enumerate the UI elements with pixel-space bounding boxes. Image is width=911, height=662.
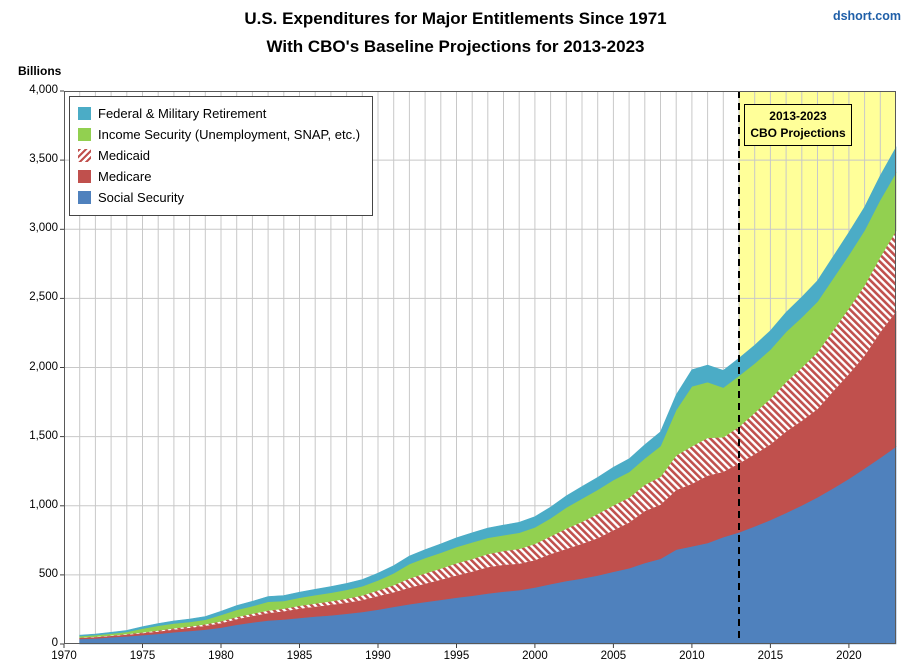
- x-tick-label: 2000: [522, 650, 548, 662]
- medicare-swatch: [78, 170, 91, 183]
- x-tick-label: 1985: [286, 650, 313, 662]
- cbo-projection-label-line2: CBO Projections: [750, 126, 846, 140]
- x-tick-label: 1980: [208, 650, 234, 662]
- y-tick-label: 4,000: [29, 84, 58, 96]
- legend-label: Social Security: [98, 190, 184, 205]
- x-tick-label: 2010: [679, 650, 705, 662]
- y-tick-label: 1,000: [29, 498, 58, 511]
- legend-label: Federal & Military Retirement: [98, 106, 267, 121]
- x-tick-label: 2005: [600, 650, 627, 662]
- y-axis-title: Billions: [18, 64, 62, 78]
- plot-border: [64, 91, 896, 644]
- legend-item-income-security-unemployment-snap-etc: Income Security (Unemployment, SNAP, etc…: [78, 124, 360, 145]
- x-tick-label: 1975: [129, 650, 156, 662]
- legend-label: Medicare: [98, 169, 152, 184]
- x-tick-label: 2015: [757, 650, 784, 662]
- income-security-unemployment-snap-etc-swatch: [78, 128, 91, 141]
- y-tick-label: 2,500: [29, 291, 58, 304]
- social-security-swatch: [78, 191, 91, 204]
- y-tick-label: 500: [38, 567, 58, 580]
- y-tick-label: 2,000: [29, 360, 58, 373]
- chart-title: U.S. Expenditures for Major Entitlements…: [244, 9, 667, 28]
- legend-label: Income Security (Unemployment, SNAP, etc…: [98, 127, 361, 142]
- legend-item-federal-military-retirement: Federal & Military Retirement: [78, 103, 360, 124]
- medicaid-swatch: [78, 149, 91, 162]
- y-tick-label: 1,500: [29, 429, 58, 442]
- x-tick-label: 1995: [443, 650, 470, 662]
- watermark-dshort: dshort.com: [832, 9, 901, 23]
- y-tick-label: 0: [51, 637, 58, 649]
- plot-area: [60, 90, 897, 648]
- area-medicaid: [79, 230, 896, 638]
- axis-ticks: [60, 90, 850, 648]
- cbo-projection-label: 2013-2023 CBO Projections: [744, 104, 852, 146]
- federal-military-retirement-swatch: [78, 107, 91, 120]
- y-tick-label: 3,000: [29, 222, 58, 235]
- legend-box: Federal & Military Retirement Income Secu…: [69, 96, 374, 216]
- legend-item-medicare: Medicare: [78, 166, 360, 187]
- x-tick-label: 1970: [51, 650, 77, 662]
- legend-item-medicaid: Medicaid: [78, 145, 360, 166]
- y-tick-label: 3,500: [29, 153, 58, 166]
- x-tick-label: 2020: [836, 650, 862, 662]
- legend-label: Medicaid: [98, 148, 151, 163]
- chart-subtitle: With CBO's Baseline Projections for 2013…: [266, 37, 645, 56]
- legend-item-social-security: Social Security: [78, 187, 360, 208]
- cbo-projection-label-line1: 2013-2023: [769, 109, 827, 123]
- stacked-area-plot: [60, 90, 897, 648]
- x-tick-label: 1990: [365, 650, 391, 662]
